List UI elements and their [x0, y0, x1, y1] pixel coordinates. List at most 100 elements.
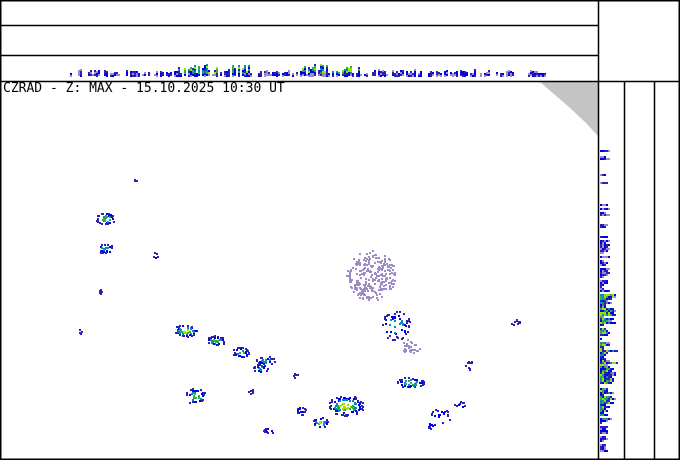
echo-pixel — [602, 354, 604, 356]
echo-pixel — [282, 75, 284, 77]
echo-pixel — [104, 244, 106, 246]
echo-pixel — [194, 71, 196, 73]
echo-pixel — [600, 280, 602, 282]
echo-pixel — [604, 208, 606, 210]
echo-pixel — [405, 333, 407, 335]
echo-pixel — [406, 345, 408, 347]
echo-pixel — [414, 69, 416, 71]
echo-pixel — [94, 72, 96, 74]
echo-pixel — [390, 282, 392, 284]
echo-pixel — [312, 75, 314, 77]
echo-pixel — [190, 389, 192, 391]
echo-pixel — [538, 73, 540, 75]
echo-pixel — [195, 330, 197, 332]
echo-pixel — [136, 75, 138, 77]
echo-pixel — [386, 331, 388, 333]
echo-pixel — [381, 296, 383, 298]
echo-pixel — [412, 73, 414, 75]
echo-pixel — [244, 71, 246, 73]
echo-pixel — [604, 406, 606, 408]
echo-pixel — [181, 331, 183, 333]
echo-pixel — [386, 263, 388, 265]
echo-pixel — [600, 288, 602, 290]
echo-pixel — [142, 74, 144, 76]
echo-pixel — [444, 75, 446, 77]
echo-pixel — [324, 75, 326, 77]
echo-pixel — [388, 282, 390, 284]
echo-pixel — [604, 420, 606, 422]
echo-pixel — [600, 214, 602, 216]
echo-pixel — [454, 72, 456, 74]
echo-pixel — [216, 75, 218, 77]
echo-pixel — [354, 288, 356, 290]
echo-pixel — [261, 357, 263, 359]
echo-pixel — [220, 337, 222, 339]
echo-pixel — [600, 412, 602, 414]
echo-pixel — [383, 285, 385, 287]
echo-pixel — [203, 392, 205, 394]
echo-pixel — [606, 378, 608, 380]
echo-pixel — [374, 70, 376, 72]
echo-pixel — [372, 265, 374, 267]
echo-pixel — [244, 65, 246, 67]
echo-pixel — [372, 278, 374, 280]
echo-pixel — [406, 343, 408, 345]
echo-pixel — [208, 70, 210, 72]
echo-pixel — [608, 314, 610, 316]
echo-pixel — [286, 74, 288, 76]
echo-pixel — [608, 158, 610, 160]
echo-pixel — [191, 326, 193, 328]
echo-pixel — [350, 286, 352, 288]
echo-pixel — [182, 325, 184, 327]
echo-pixel — [359, 253, 361, 255]
echo-pixel — [465, 365, 467, 367]
echo-pixel — [144, 74, 146, 76]
echo-pixel — [397, 381, 399, 383]
echo-pixel — [374, 279, 376, 281]
echo-pixel — [606, 282, 608, 284]
echo-pixel — [344, 73, 346, 75]
echo-pixel — [332, 73, 334, 75]
echo-pixel — [606, 246, 608, 248]
echo-pixel — [348, 74, 350, 76]
echo-pixel — [600, 158, 602, 160]
echo-pixel — [219, 339, 221, 341]
echo-pixel — [112, 218, 114, 220]
echo-pixel — [344, 409, 346, 411]
echo-pixel — [390, 267, 392, 269]
echo-pixel — [532, 71, 534, 73]
echo-pixel — [389, 270, 391, 272]
echo-pixel — [407, 339, 409, 341]
echo-pixel — [335, 410, 337, 412]
echo-pixel — [606, 318, 608, 320]
echo-pixel — [600, 286, 602, 288]
echo-pixel — [343, 412, 345, 414]
echo-pixel — [600, 334, 602, 336]
echo-pixel — [606, 438, 608, 440]
echo-pixel — [600, 372, 602, 374]
echo-pixel — [405, 325, 407, 327]
echo-pixel — [496, 72, 498, 74]
echo-pixel — [384, 75, 386, 77]
echo-pixel — [604, 334, 606, 336]
echo-pixel — [606, 262, 608, 264]
echo-pixel — [238, 73, 240, 75]
echo-pixel — [336, 413, 338, 415]
echo-pixel — [193, 395, 195, 397]
echo-pixel — [224, 73, 226, 75]
echo-pixel — [369, 252, 371, 254]
echo-pixel — [288, 72, 290, 74]
echo-pixel — [466, 72, 468, 74]
echo-pixel — [602, 256, 604, 258]
echo-pixel — [194, 73, 196, 75]
echo-pixel — [385, 288, 387, 290]
echo-pixel — [109, 222, 111, 224]
echo-pixel — [392, 72, 394, 74]
echo-pixel — [610, 320, 612, 322]
echo-pixel — [600, 358, 602, 360]
echo-pixel — [194, 65, 196, 67]
echo-pixel — [600, 438, 602, 440]
echo-pixel — [335, 405, 337, 407]
echo-pixel — [606, 330, 608, 332]
echo-pixel — [608, 382, 610, 384]
